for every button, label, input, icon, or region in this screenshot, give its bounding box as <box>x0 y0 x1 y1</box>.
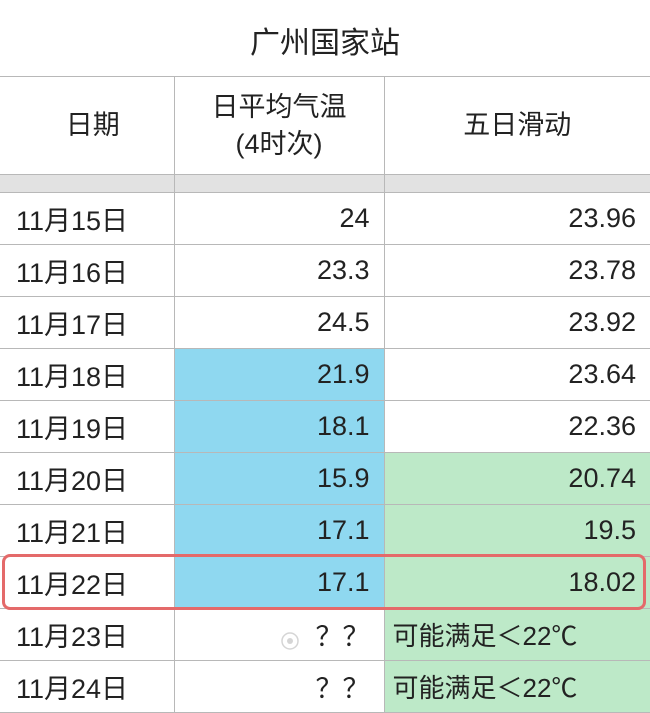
table-row: 11月21日17.119.5 <box>0 505 650 557</box>
cell-5day-slide: 可能满足＜22℃ <box>384 661 650 713</box>
header-avg-line1: 日平均气温 <box>212 92 347 122</box>
header-avg: 日平均气温 (4时次) <box>174 77 384 175</box>
cell-date: 11月18日 <box>0 349 174 401</box>
cell-5day-slide: 18.02 <box>384 557 650 609</box>
cell-date: 11月22日 <box>0 557 174 609</box>
cell-avg-temp: 17.1 <box>174 557 384 609</box>
weather-table: 广州国家站 日期 日平均气温 (4时次) 五日滑动 11月15日2423.961… <box>0 0 650 713</box>
table-row: 11月17日24.523.92 <box>0 297 650 349</box>
table-row: 11月24日？？可能满足＜22℃ <box>0 661 650 713</box>
table-row: 11月16日23.323.78 <box>0 245 650 297</box>
cell-date: 11月17日 <box>0 297 174 349</box>
cell-avg-temp: 24.5 <box>174 297 384 349</box>
cell-date: 11月24日 <box>0 661 174 713</box>
table-title: 广州国家站 <box>0 0 650 77</box>
header-avg-line2: (4时次) <box>236 129 323 159</box>
cell-avg-temp: 23.3 <box>174 245 384 297</box>
cell-avg-temp: 24 <box>174 193 384 245</box>
table-row: 11月19日18.122.36 <box>0 401 650 453</box>
table-row: 11月18日21.923.64 <box>0 349 650 401</box>
table-header-row: 日期 日平均气温 (4时次) 五日滑动 <box>0 77 650 175</box>
table-row: 11月22日17.118.02 <box>0 557 650 609</box>
cell-5day-slide: 23.92 <box>384 297 650 349</box>
gap-row <box>0 175 650 193</box>
cell-avg-temp: 15.9 <box>174 453 384 505</box>
cell-date: 11月23日 <box>0 609 174 661</box>
cell-avg-temp: 17.1 <box>174 505 384 557</box>
cell-avg-temp: 21.9 <box>174 349 384 401</box>
cell-date: 11月21日 <box>0 505 174 557</box>
cell-5day-slide: 23.78 <box>384 245 650 297</box>
cell-avg-temp: ？？ <box>174 609 384 661</box>
cell-5day-slide: 23.64 <box>384 349 650 401</box>
cell-5day-slide: 22.36 <box>384 401 650 453</box>
cell-avg-temp: ？？ <box>174 661 384 713</box>
cell-date: 11月19日 <box>0 401 174 453</box>
header-slide: 五日滑动 <box>384 77 650 175</box>
table-row: 11月15日2423.96 <box>0 193 650 245</box>
cell-5day-slide: 可能满足＜22℃ <box>384 609 650 661</box>
cell-avg-temp: 18.1 <box>174 401 384 453</box>
cell-5day-slide: 20.74 <box>384 453 650 505</box>
table-row: 11月20日15.920.74 <box>0 453 650 505</box>
cell-5day-slide: 19.5 <box>384 505 650 557</box>
cell-date: 11月16日 <box>0 245 174 297</box>
cell-5day-slide: 23.96 <box>384 193 650 245</box>
cell-date: 11月20日 <box>0 453 174 505</box>
table-row: 11月23日？？可能满足＜22℃ <box>0 609 650 661</box>
table-title-row: 广州国家站 <box>0 0 650 77</box>
cell-date: 11月15日 <box>0 193 174 245</box>
header-date: 日期 <box>0 77 174 175</box>
